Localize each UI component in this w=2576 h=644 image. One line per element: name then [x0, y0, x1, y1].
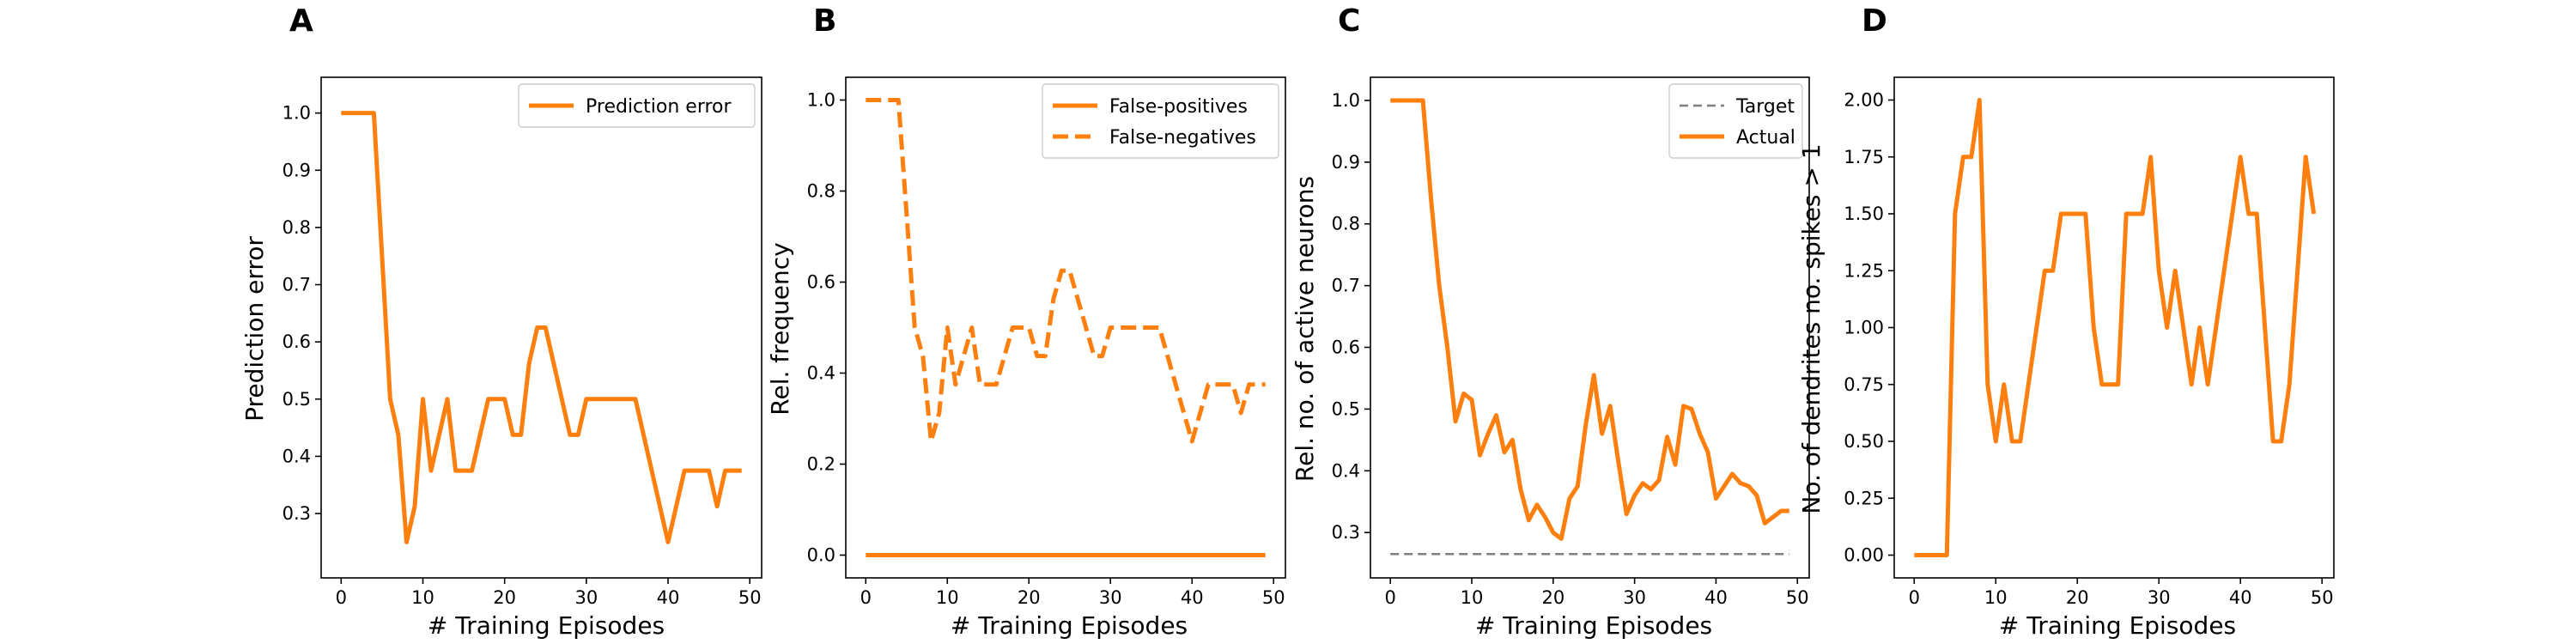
- panel-letter: A: [289, 3, 313, 39]
- y-tick-label: 0.8: [1332, 214, 1360, 234]
- y-tick-label: 1.75: [1844, 147, 1884, 167]
- y-axis-label: Rel. no. of active neurons: [1291, 176, 1319, 482]
- x-tick-label: 50: [1262, 587, 1285, 608]
- y-tick-label: 1.0: [807, 90, 835, 111]
- series-line: [866, 98, 1266, 444]
- legend-box: [1668, 83, 1803, 159]
- y-tick-label: 0.6: [283, 331, 311, 352]
- y-tick-label: 0.3: [283, 503, 311, 524]
- panel-letter: D: [1862, 3, 1887, 39]
- x-tick-label: 50: [1786, 587, 1809, 608]
- x-tick-label: 40: [2229, 587, 2252, 608]
- axes-frame: [1893, 76, 2335, 579]
- legend-label: False-positives: [1109, 96, 1248, 118]
- series-line: [1914, 98, 2317, 557]
- x-tick-label: 40: [657, 587, 680, 608]
- x-tick-label: 0: [1385, 587, 1396, 608]
- y-tick-label: 0.50: [1844, 431, 1884, 452]
- x-axis-label: # Training Episodes: [1999, 611, 2236, 640]
- y-tick-label: 1.0: [283, 103, 311, 124]
- x-tick-label: 10: [936, 587, 959, 608]
- legend-box: [518, 83, 756, 128]
- x-tick-label: 10: [411, 587, 434, 608]
- x-tick-label: 30: [1099, 587, 1122, 608]
- series-line: [1390, 98, 1789, 541]
- legend-label: False-negatives: [1109, 127, 1256, 149]
- x-tick-label: 30: [2148, 587, 2171, 608]
- x-tick-label: 10: [1461, 587, 1484, 608]
- series-line: [341, 111, 742, 544]
- x-tick-label: 20: [1541, 587, 1564, 608]
- panel-a: A # Training Episodes Prediction error 0…: [240, 3, 762, 640]
- panel-letter: C: [1338, 3, 1360, 39]
- y-tick-label: 0.7: [283, 275, 311, 295]
- x-tick-label: 20: [493, 587, 516, 608]
- y-axis-label: No. of dendrites no. spikes > 1: [1797, 143, 1826, 513]
- x-tick-label: 20: [1018, 587, 1041, 608]
- y-axis-label: Prediction error: [240, 236, 269, 422]
- y-tick-label: 0.0: [807, 545, 835, 566]
- axes-frame: [845, 76, 1286, 579]
- x-tick-label: 40: [1181, 587, 1204, 608]
- y-tick-label: 0.9: [1332, 152, 1360, 173]
- y-tick-label: 0.8: [283, 217, 311, 238]
- x-tick-label: 40: [1704, 587, 1728, 608]
- x-tick-label: 20: [2066, 587, 2089, 608]
- x-tick-label: 30: [574, 587, 598, 608]
- axes-frame: [320, 76, 762, 579]
- y-tick-label: 0.4: [807, 363, 835, 384]
- y-tick-label: 1.0: [1332, 90, 1360, 111]
- y-tick-label: 0.75: [1844, 374, 1884, 395]
- y-tick-label: 1.50: [1844, 204, 1884, 224]
- x-tick-label: 50: [2311, 587, 2334, 608]
- y-tick-label: 2.00: [1844, 90, 1884, 111]
- y-tick-label: 0.00: [1844, 545, 1884, 566]
- x-tick-label: 50: [738, 587, 762, 608]
- panel-b: B # Training Episodes Rel. frequency 0 10…: [766, 3, 1286, 640]
- panel-c: C # Training Episodes Rel. no. of active…: [1291, 3, 1810, 640]
- y-tick-label: 1.25: [1844, 260, 1884, 281]
- x-axis-label: # Training Episodes: [951, 611, 1188, 640]
- x-tick-label: 0: [336, 587, 347, 608]
- legend-label: Target: [1735, 96, 1795, 118]
- y-tick-label: 0.3: [1332, 522, 1360, 543]
- panel-letter: B: [813, 3, 836, 39]
- y-tick-label: 0.5: [1332, 398, 1360, 419]
- axes-frame: [1370, 76, 1810, 579]
- x-tick-label: 30: [1623, 587, 1646, 608]
- y-tick-label: 0.5: [283, 389, 311, 410]
- x-tick-label: 0: [1909, 587, 1920, 608]
- x-axis-label: # Training Episodes: [1475, 611, 1712, 640]
- y-tick-label: 0.4: [283, 446, 311, 466]
- y-tick-label: 0.25: [1844, 488, 1884, 508]
- y-axis-label: Rel. frequency: [766, 242, 794, 415]
- panel-d: D # Training Episodes No. of dendrites n…: [1797, 3, 2335, 640]
- x-tick-label: 10: [1984, 587, 2008, 608]
- x-tick-label: 0: [860, 587, 872, 608]
- y-tick-label: 0.6: [807, 272, 835, 293]
- y-tick-label: 1.00: [1844, 318, 1884, 338]
- y-tick-label: 0.9: [283, 160, 311, 180]
- y-tick-label: 0.6: [1332, 337, 1360, 358]
- y-tick-label: 0.4: [1332, 460, 1360, 481]
- x-axis-label: # Training Episodes: [428, 611, 665, 640]
- legend-box: [1042, 83, 1279, 159]
- legend-label: Actual: [1736, 127, 1795, 149]
- y-tick-label: 0.8: [807, 181, 835, 202]
- legend-label: Prediction error: [586, 96, 732, 118]
- y-tick-label: 0.2: [807, 454, 835, 475]
- y-tick-label: 0.7: [1332, 276, 1360, 296]
